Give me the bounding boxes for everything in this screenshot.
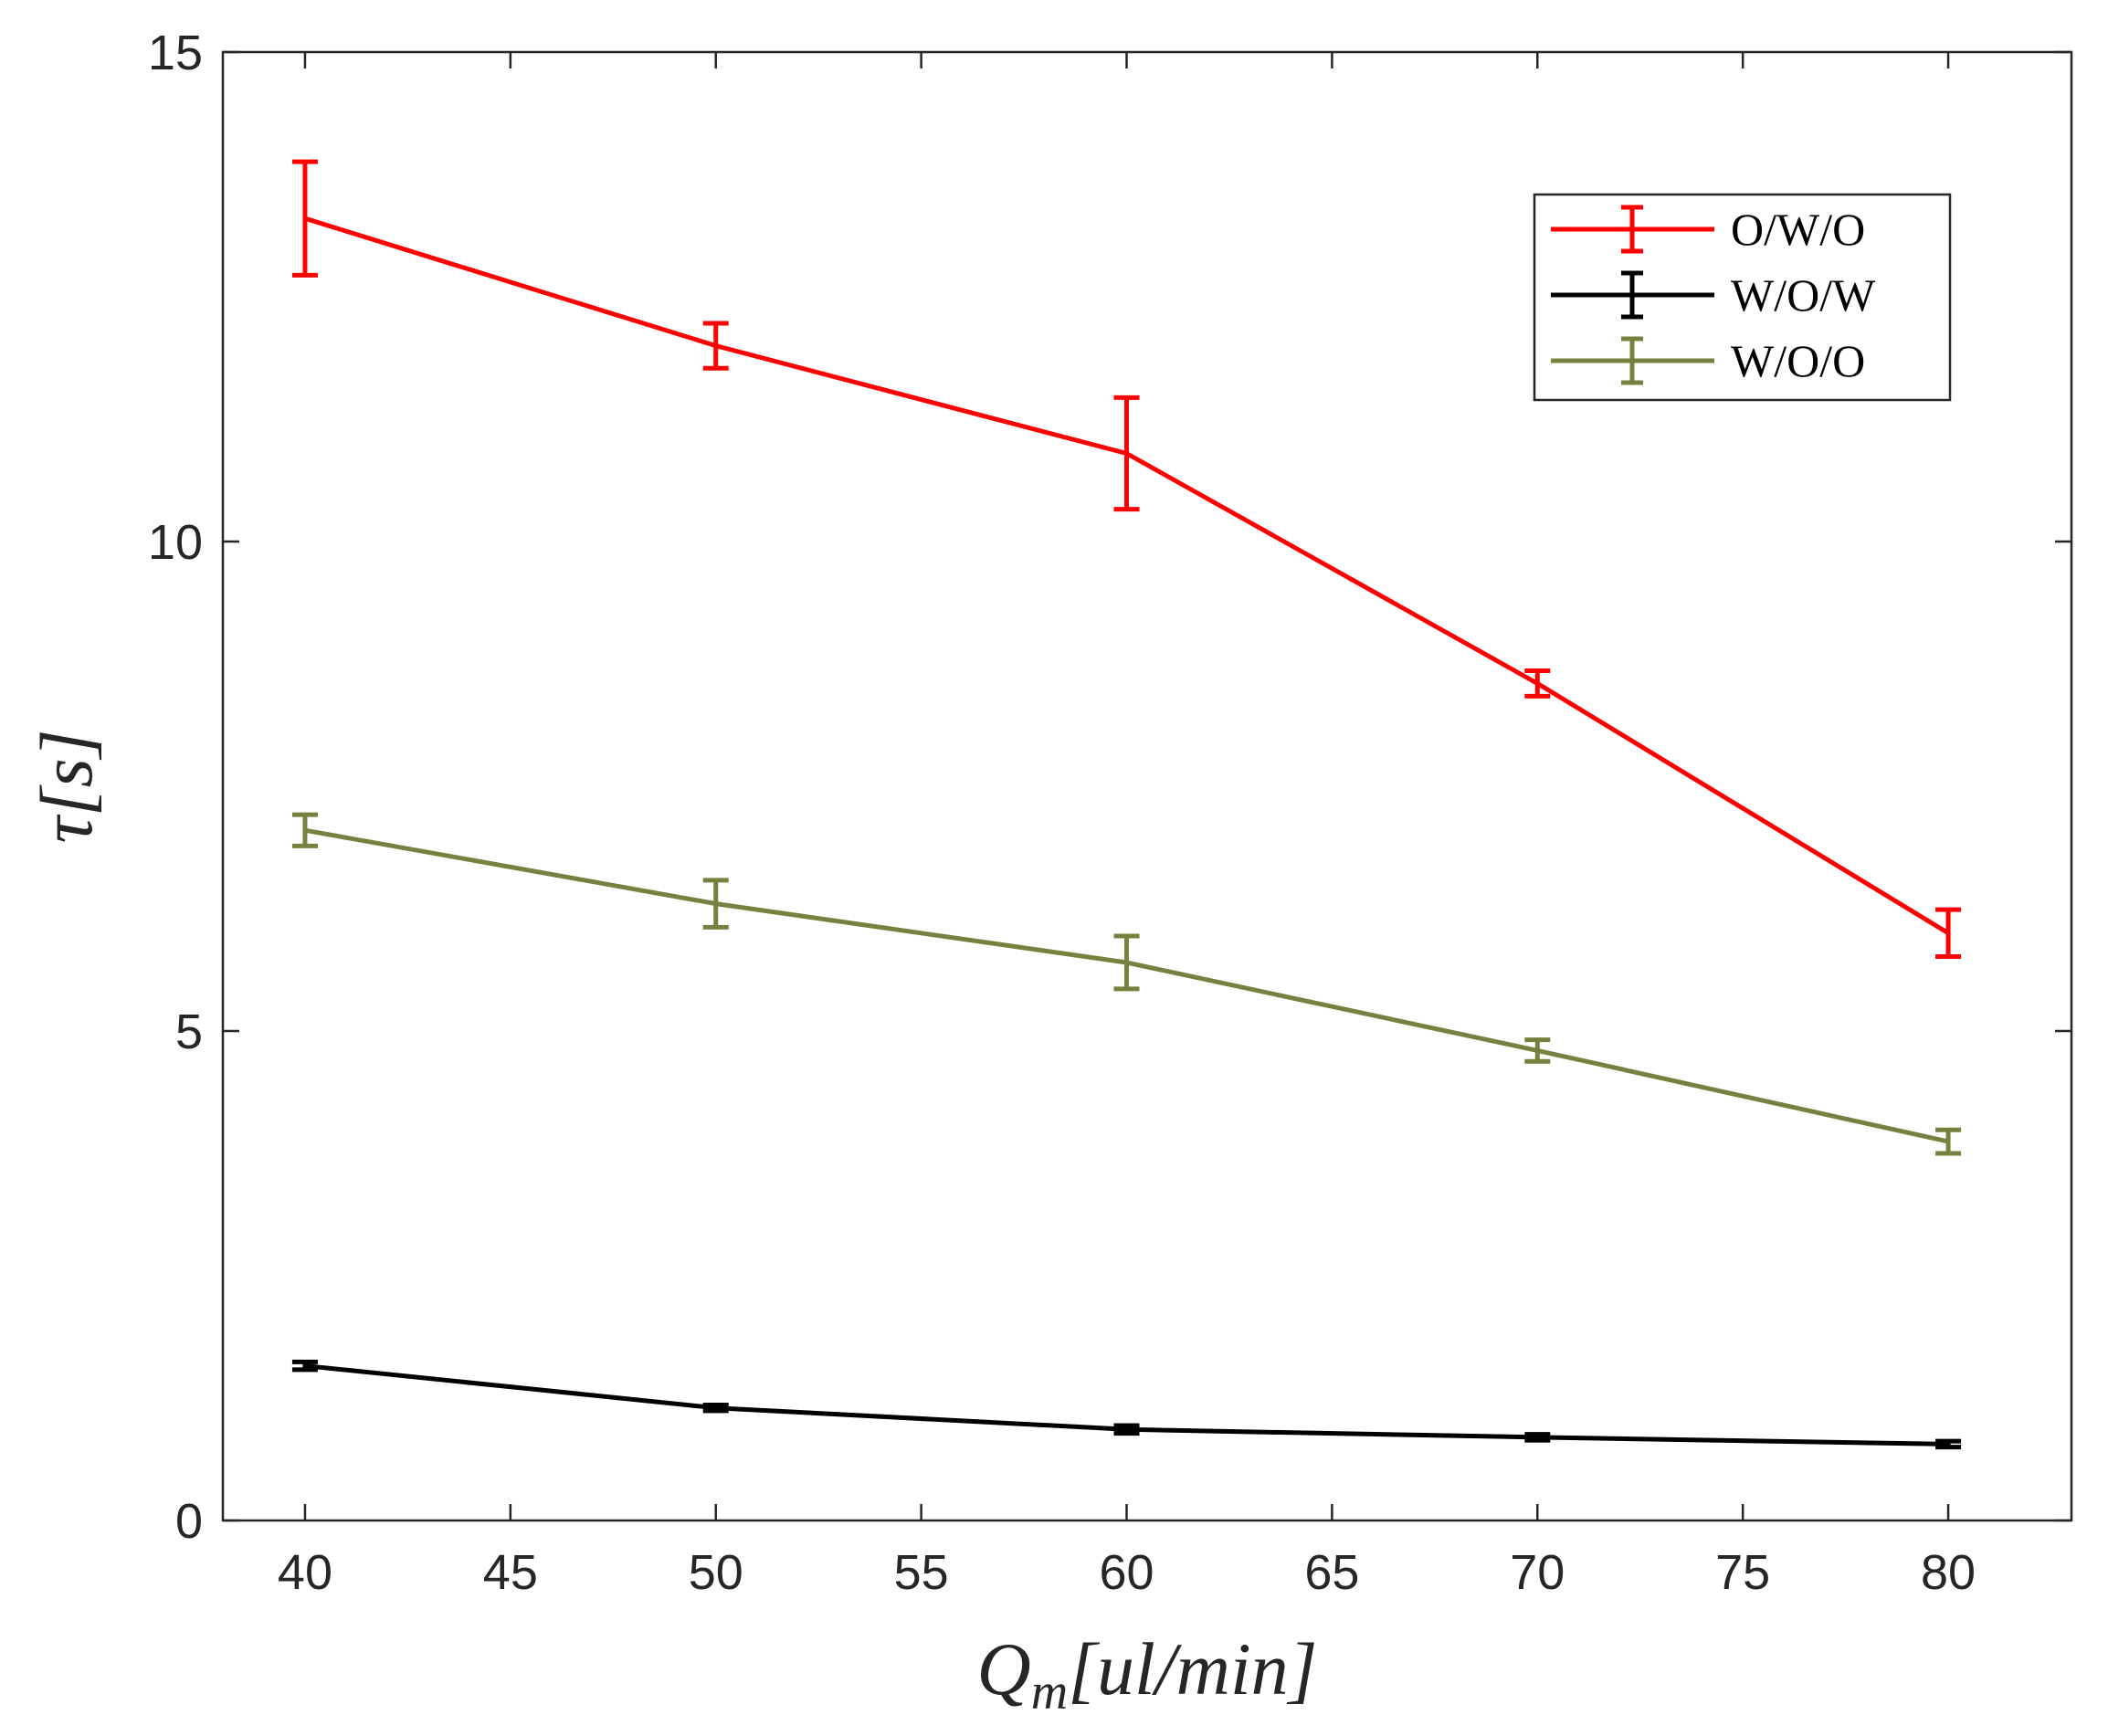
x-tick-label: 40 xyxy=(278,1545,332,1600)
x-tick-label: 45 xyxy=(483,1545,538,1600)
legend-label: O/W/O xyxy=(1731,204,1865,255)
x-axis-label: Qm[ul/min] xyxy=(976,1627,1317,1720)
legend-entry: W/O/W xyxy=(1551,269,1876,321)
y-tick-label: 5 xyxy=(175,1005,203,1059)
axes-layer: 40 45 50 55 60 65 70 75 80 0 5 10 15 Qm[ul/min] τ[s] xyxy=(25,26,2073,1720)
x-tick-label: 50 xyxy=(689,1545,743,1600)
y-tick-label: 0 xyxy=(175,1494,203,1549)
y-tick-label: 10 xyxy=(148,515,203,570)
series-layer xyxy=(291,159,1962,1450)
legend-entry: O/W/O xyxy=(1551,204,1865,255)
series-o-w-o xyxy=(291,159,1962,960)
plot-frame xyxy=(221,50,2073,1522)
x-tick-label: 80 xyxy=(1921,1545,1976,1600)
legend: O/W/O W/O/W W/O/O xyxy=(1533,193,1952,402)
x-tick-label: 60 xyxy=(1099,1545,1154,1600)
y-axis-label-main: τ xyxy=(25,815,108,844)
y-tick-label: 15 xyxy=(148,26,203,80)
legend-label: W/O/O xyxy=(1731,335,1865,386)
legend-label: W/O/W xyxy=(1731,269,1876,321)
series-w-o-o xyxy=(291,812,1962,1156)
y-axis-label-rest: [s] xyxy=(25,729,108,816)
x-axis-label-rest: [ul/min] xyxy=(1068,1627,1317,1710)
x-tick-label: 65 xyxy=(1304,1545,1359,1600)
legend-entry: W/O/O xyxy=(1551,335,1865,386)
series-w-o-w xyxy=(291,1359,1962,1450)
x-axis-label-sub: m xyxy=(1031,1664,1068,1720)
y-axis-label: τ[s] xyxy=(25,729,108,843)
x-tick-label: 55 xyxy=(894,1545,949,1600)
x-tick-label: 75 xyxy=(1715,1545,1770,1600)
x-axis-label-main: Q xyxy=(976,1627,1030,1710)
x-tick-label: 70 xyxy=(1510,1545,1565,1600)
